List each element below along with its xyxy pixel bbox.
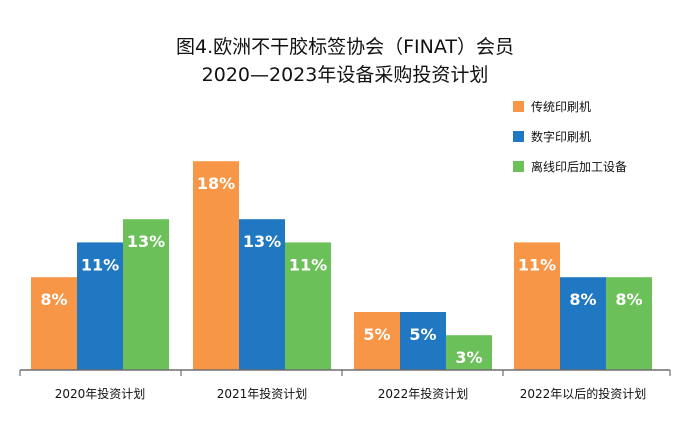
- data-label-finishing-equipment-3: 8%: [615, 290, 642, 309]
- legend: 传统印刷机 数字印刷机 离线印后加工设备: [513, 99, 627, 174]
- category-label-0: 2020年投资计划: [55, 386, 146, 401]
- data-label-traditional-press-2: 5%: [363, 325, 390, 344]
- chart-title: 图4.欧洲不干胶标签协会（FINAT）会员: [176, 36, 514, 58]
- data-label-finishing-equipment-2: 3%: [455, 348, 482, 367]
- data-label-traditional-press-1: 18%: [197, 174, 235, 193]
- data-label-finishing-equipment-1: 11%: [289, 255, 327, 274]
- x-axis: 2020年投资计划 2021年投资计划 2022年投资计划 2022年以后的投资计划: [20, 370, 670, 401]
- legend-label-traditional-press: 传统印刷机: [531, 99, 591, 114]
- legend-label-finishing-equipment: 离线印后加工设备: [531, 159, 627, 174]
- legend-swatch-finishing-equipment: [513, 161, 524, 172]
- chart: 图4.欧洲不干胶标签协会（FINAT）会员 2020—2023年设备采购投资计划…: [0, 0, 690, 421]
- data-label-digital-press-3: 8%: [569, 290, 596, 309]
- data-label-finishing-equipment-0: 13%: [127, 232, 165, 251]
- data-label-digital-press-2: 5%: [409, 325, 436, 344]
- legend-swatch-digital-press: [513, 131, 524, 142]
- chart-subtitle: 2020—2023年设备采购投资计划: [202, 64, 489, 86]
- data-label-traditional-press-0: 8%: [40, 290, 67, 309]
- data-label-digital-press-1: 13%: [243, 232, 281, 251]
- category-label-1: 2021年投资计划: [217, 386, 308, 401]
- category-label-3: 2022年以后的投资计划: [520, 386, 647, 401]
- data-label-traditional-press-3: 11%: [518, 255, 556, 274]
- legend-label-digital-press: 数字印刷机: [531, 129, 591, 144]
- legend-swatch-traditional-press: [513, 101, 524, 112]
- bars: 8% 11% 13% 18% 13% 11% 5% 5% 3% 11% 8% 8%: [31, 161, 652, 370]
- category-label-2: 2022年投资计划: [378, 386, 469, 401]
- data-label-digital-press-0: 11%: [81, 255, 119, 274]
